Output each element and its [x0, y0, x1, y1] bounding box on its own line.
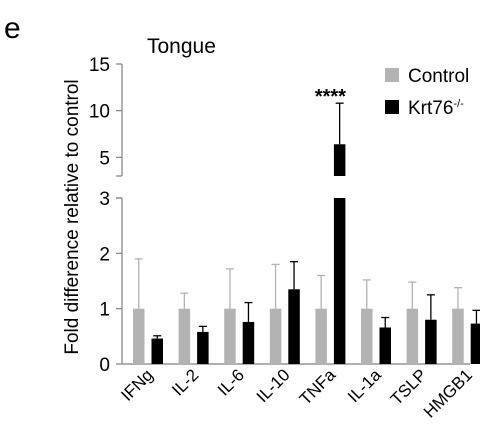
y-tick-label: 10: [89, 102, 110, 123]
bar-krt76-tslp: [425, 319, 437, 364]
y-tick-label: 0: [99, 355, 110, 376]
legend-superscript: -/-: [453, 98, 464, 110]
x-tick-label: IFNg: [117, 365, 156, 404]
y-tick-label: 1: [99, 300, 110, 321]
bar-control-il-1a: [361, 308, 373, 364]
bar-control-il-2: [178, 308, 191, 364]
annotations: ****: [315, 86, 346, 108]
bar-control-il-10: [269, 308, 282, 364]
panel-label: e: [4, 12, 21, 45]
bar-krt76-tnfa-lower: [333, 198, 346, 364]
error-bars-group: [134, 102, 480, 339]
x-tick-label: TSLP: [387, 365, 431, 409]
bar-control-il-6: [224, 308, 236, 364]
x-tick-label: IL-2: [168, 365, 202, 399]
legend: Control Krt76-/-: [385, 66, 469, 119]
bar-krt76-hmgb1: [470, 323, 480, 364]
significance-label: ****: [315, 86, 346, 108]
bar-krt76-ifng: [151, 338, 163, 364]
x-tick-label: HMGB1: [420, 365, 476, 421]
bar-krt76-il-6: [242, 321, 255, 364]
bar-control-tnfa: [315, 308, 327, 364]
chart-title: Tongue: [147, 35, 216, 58]
bar-krt76-il-10: [288, 289, 300, 364]
bar-control-ifng: [133, 308, 145, 364]
x-tick-label: IL-10: [253, 365, 294, 406]
legend-label-control: Control: [408, 66, 469, 87]
y-tick-label: 5: [99, 148, 110, 169]
legend-swatch-krt76: [385, 100, 399, 114]
bars-group: [133, 144, 480, 364]
y-tick-label: 15: [89, 55, 110, 76]
bar-control-tslp: [406, 308, 419, 364]
bar-krt76-tnfa-upper: [333, 144, 346, 176]
x-tick-label: IL-6: [214, 365, 248, 399]
legend-label-krt76: Krt76-/-: [408, 98, 464, 119]
x-tick-label: IL-1a: [344, 365, 385, 406]
bar-krt76-il-2: [197, 331, 209, 364]
legend-swatch-control: [385, 68, 399, 82]
x-tick-label: TNFa: [296, 365, 340, 409]
y-axis-label: Fold difference relative to control: [62, 79, 83, 354]
y-tick-label: 3: [99, 189, 110, 210]
bar-krt76-il-1a: [379, 327, 391, 364]
bar-control-hmgb1: [452, 308, 464, 364]
y-tick-label: 2: [99, 244, 110, 265]
